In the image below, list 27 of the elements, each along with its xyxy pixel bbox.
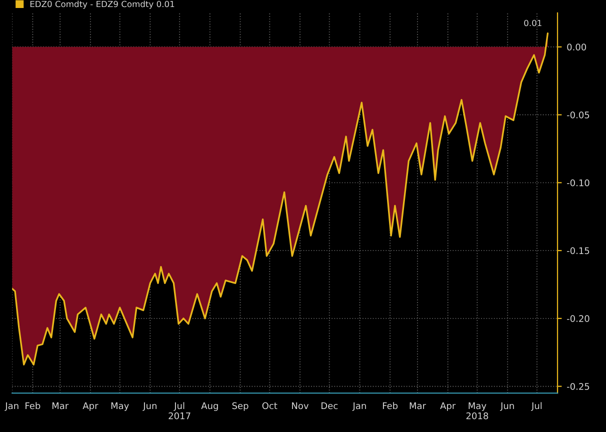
x-tick-label: Jun <box>142 402 156 411</box>
annotation: 0.01 <box>524 20 542 26</box>
x-tick-label: Feb <box>382 402 398 410</box>
x-tick-label: Jun <box>500 402 514 411</box>
x-tick-label: Mar <box>410 402 426 410</box>
x-tick-label: May <box>111 402 129 411</box>
y-tick-label: 0.00 <box>567 44 586 50</box>
x-tick-label: Dec <box>322 402 338 410</box>
x-tick-label: Mar <box>52 402 69 410</box>
y-tick-label: -0.05 <box>566 112 590 118</box>
x-tick-label: Nov <box>292 402 309 410</box>
x-tick-label: Jan <box>4 402 18 411</box>
y-tick-label: -0.25 <box>566 383 590 390</box>
y-tick-label: -0.10 <box>566 179 590 186</box>
x-tick-label: May 2018 <box>466 402 488 420</box>
x-tick-label: Jul 2017 <box>168 402 190 420</box>
y-tick-label: -0.20 <box>566 315 590 322</box>
x-tick-label: Sep <box>232 402 248 411</box>
x-tick-label: Jan <box>352 402 366 411</box>
x-tick-label: Aug <box>201 402 218 411</box>
x-tick-label: Apr <box>82 402 98 411</box>
legend-label: EDZ0 Comdty - EDZ9 Comdty 0.01 <box>30 0 174 9</box>
y-tick-label: -0.15 <box>566 247 590 254</box>
x-tick-label: Apr <box>440 402 456 411</box>
x-tick-label: Feb <box>26 402 40 410</box>
x-tick-label: Jul <box>531 402 542 411</box>
x-tick-label: Oct <box>262 402 278 410</box>
